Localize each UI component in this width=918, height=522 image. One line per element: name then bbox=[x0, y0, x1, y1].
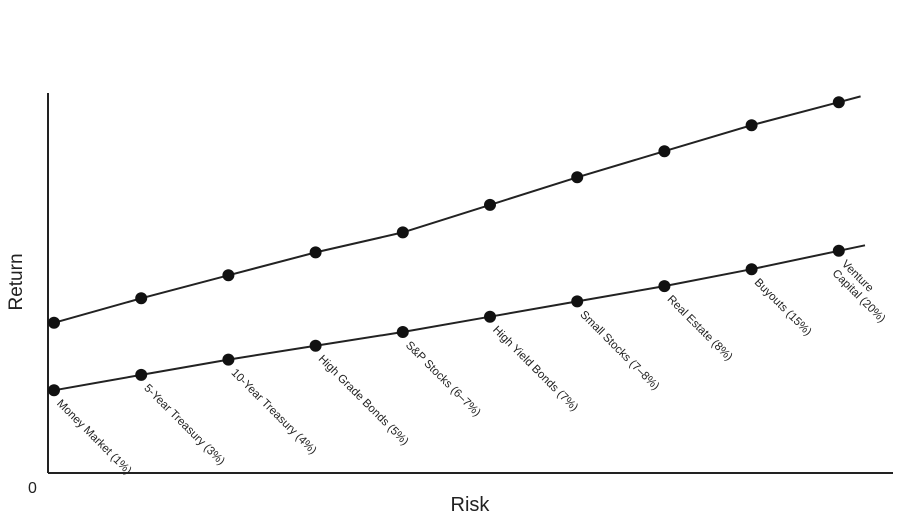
category-label: High Yield Bonds (7%) bbox=[490, 324, 580, 414]
lower-series-point bbox=[48, 384, 60, 397]
upper-series-point bbox=[222, 269, 235, 282]
category-label: Real Estate (8%) bbox=[665, 293, 735, 363]
lower-series-point bbox=[396, 326, 409, 338]
upper-series-point bbox=[832, 96, 845, 109]
lower-series-point bbox=[135, 368, 148, 381]
upper-series-point bbox=[658, 145, 671, 158]
lower-series-point bbox=[484, 310, 496, 323]
category-label: 10-Year Treasury (4%) bbox=[229, 367, 319, 457]
upper-series-point bbox=[745, 119, 758, 132]
y-axis-label: Return bbox=[6, 253, 27, 310]
category-label: 5-Year Treasury (3%) bbox=[141, 382, 227, 468]
upper-series-point bbox=[48, 316, 60, 329]
category-label: High Grade Bonds (5%) bbox=[316, 353, 411, 448]
upper-series-point bbox=[135, 292, 148, 305]
upper-series-point bbox=[571, 171, 584, 184]
lower-series-point bbox=[222, 353, 235, 366]
lower-series-line bbox=[53, 244, 866, 392]
origin-label: 0 bbox=[28, 480, 37, 497]
lower-series-point bbox=[832, 244, 845, 257]
upper-series-point bbox=[396, 226, 409, 239]
upper-series-point bbox=[484, 198, 496, 211]
upper-series-line bbox=[53, 95, 861, 324]
category-label: Money Market (1%) bbox=[54, 398, 134, 478]
lower-series bbox=[48, 244, 866, 397]
category-label: S&P Stocks (6–7%) bbox=[403, 339, 483, 419]
upper-series bbox=[48, 95, 861, 329]
category-label: Small Stocks (7–8%) bbox=[577, 309, 661, 393]
x-axis-label: Risk bbox=[451, 494, 491, 516]
category-label: Buyouts (15%) bbox=[752, 277, 814, 339]
lower-series-point bbox=[658, 280, 671, 293]
lower-series-point bbox=[571, 295, 584, 308]
category-label: VentureCapital (20%) bbox=[830, 258, 897, 325]
lower-series-point bbox=[309, 339, 322, 352]
lower-series-point bbox=[745, 263, 758, 276]
upper-series-point bbox=[309, 246, 322, 259]
